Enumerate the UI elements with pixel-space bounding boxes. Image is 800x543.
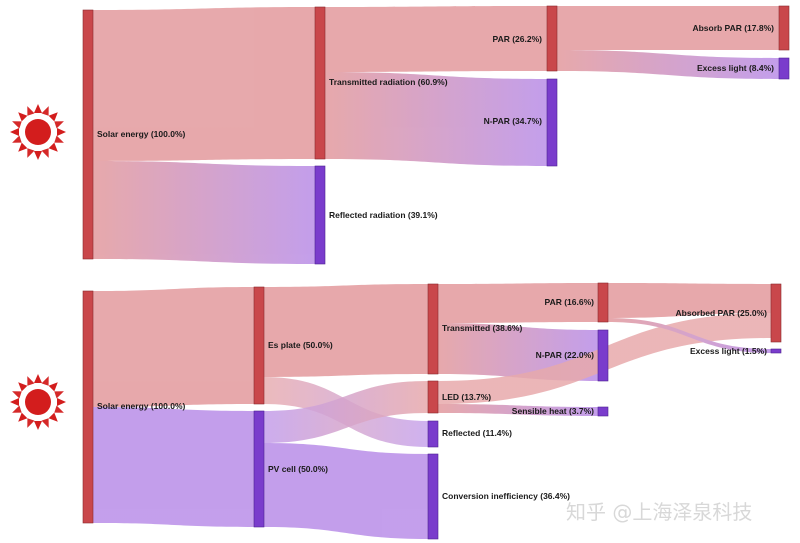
node-led bbox=[427, 380, 439, 414]
diagram-bottom: Solar energy (100.0%) Es plate (50.0%) P… bbox=[82, 282, 782, 540]
node-excess-light-bottom bbox=[770, 348, 782, 354]
label-transmitted: Transmitted (38.6%) bbox=[442, 323, 522, 333]
node-reflected-radiation bbox=[314, 165, 326, 265]
node-reflected bbox=[427, 420, 439, 448]
flow-transmitted-npar bbox=[325, 72, 547, 166]
flow-par-excess bbox=[557, 50, 779, 79]
node-sensible-heat bbox=[597, 406, 609, 417]
flow-esplate-transmitted bbox=[264, 284, 428, 377]
nodes-bottom bbox=[82, 282, 782, 540]
labels-top: Solar energy (100.0%) Transmitted radiat… bbox=[97, 23, 774, 220]
node-par-top bbox=[546, 5, 558, 72]
node-absorb-par bbox=[778, 5, 790, 51]
node-transmitted-radiation bbox=[314, 6, 326, 160]
flow-led-sensible bbox=[438, 404, 598, 416]
label-npar-b: N-PAR (22.0%) bbox=[536, 350, 595, 360]
label-solar-energy: Solar energy (100.0%) bbox=[97, 129, 186, 139]
labels-bottom: Solar energy (100.0%) Es plate (50.0%) P… bbox=[97, 297, 767, 501]
label-par: PAR (26.2%) bbox=[493, 34, 543, 44]
nodes-top bbox=[82, 5, 790, 265]
node-pv-cell bbox=[253, 410, 265, 528]
flow-solar-reflected bbox=[93, 161, 315, 264]
label-conversion: Conversion inefficiency (36.4%) bbox=[442, 491, 570, 501]
label-solar-energy-b: Solar energy (100.0%) bbox=[97, 401, 186, 411]
sun-icon bbox=[10, 374, 66, 430]
label-absorbed-par: Absorbed PAR (25.0%) bbox=[676, 308, 768, 318]
flow-pvcell-led bbox=[264, 381, 428, 443]
flow-solar-pvcell bbox=[93, 407, 254, 527]
diagram-top: Solar energy (100.0%) Transmitted radiat… bbox=[82, 5, 790, 265]
node-npar-top bbox=[546, 78, 558, 167]
flow-pvcell-conversion bbox=[264, 443, 428, 539]
node-absorbed-par bbox=[770, 283, 782, 343]
flow-par-absorb bbox=[557, 6, 779, 50]
flow-transmitted-par bbox=[325, 6, 547, 72]
flow-solar-esplate bbox=[93, 287, 254, 407]
flows-bottom bbox=[93, 283, 771, 539]
node-transmitted bbox=[427, 283, 439, 375]
node-solar-bottom bbox=[82, 290, 94, 524]
label-transmitted-radiation: Transmitted radiation (60.9%) bbox=[329, 77, 448, 87]
label-led: LED (13.7%) bbox=[442, 392, 491, 402]
node-npar-bottom bbox=[597, 329, 609, 382]
label-reflected-radiation: Reflected radiation (39.1%) bbox=[329, 210, 438, 220]
watermark: 知乎 @上海泽泉科技 bbox=[566, 500, 752, 524]
node-solar-top bbox=[82, 9, 94, 260]
node-par-bottom bbox=[597, 282, 609, 323]
node-conversion bbox=[427, 453, 439, 540]
label-absorb-par: Absorb PAR (17.8%) bbox=[692, 23, 774, 33]
flow-transmitted-par-b bbox=[438, 283, 598, 323]
label-excess-light-b: Excess light (1.5%) bbox=[690, 346, 767, 356]
flow-par-absorbed-b bbox=[608, 283, 771, 318]
label-reflected: Reflected (11.4%) bbox=[442, 428, 512, 438]
flow-par-excess-b bbox=[608, 318, 771, 353]
sun-icon bbox=[10, 104, 66, 160]
flows-top bbox=[93, 6, 779, 264]
node-excess-light-top bbox=[778, 57, 790, 80]
label-npar: N-PAR (34.7%) bbox=[484, 116, 543, 126]
node-es-plate bbox=[253, 286, 265, 405]
label-excess-light: Excess light (8.4%) bbox=[697, 63, 774, 73]
label-pv-cell: PV cell (50.0%) bbox=[268, 464, 328, 474]
label-par-b: PAR (16.6%) bbox=[545, 297, 595, 307]
flow-solar-transmitted bbox=[93, 7, 315, 161]
label-es-plate: Es plate (50.0%) bbox=[268, 340, 333, 350]
label-sensible-heat: Sensible heat (3.7%) bbox=[512, 406, 594, 416]
